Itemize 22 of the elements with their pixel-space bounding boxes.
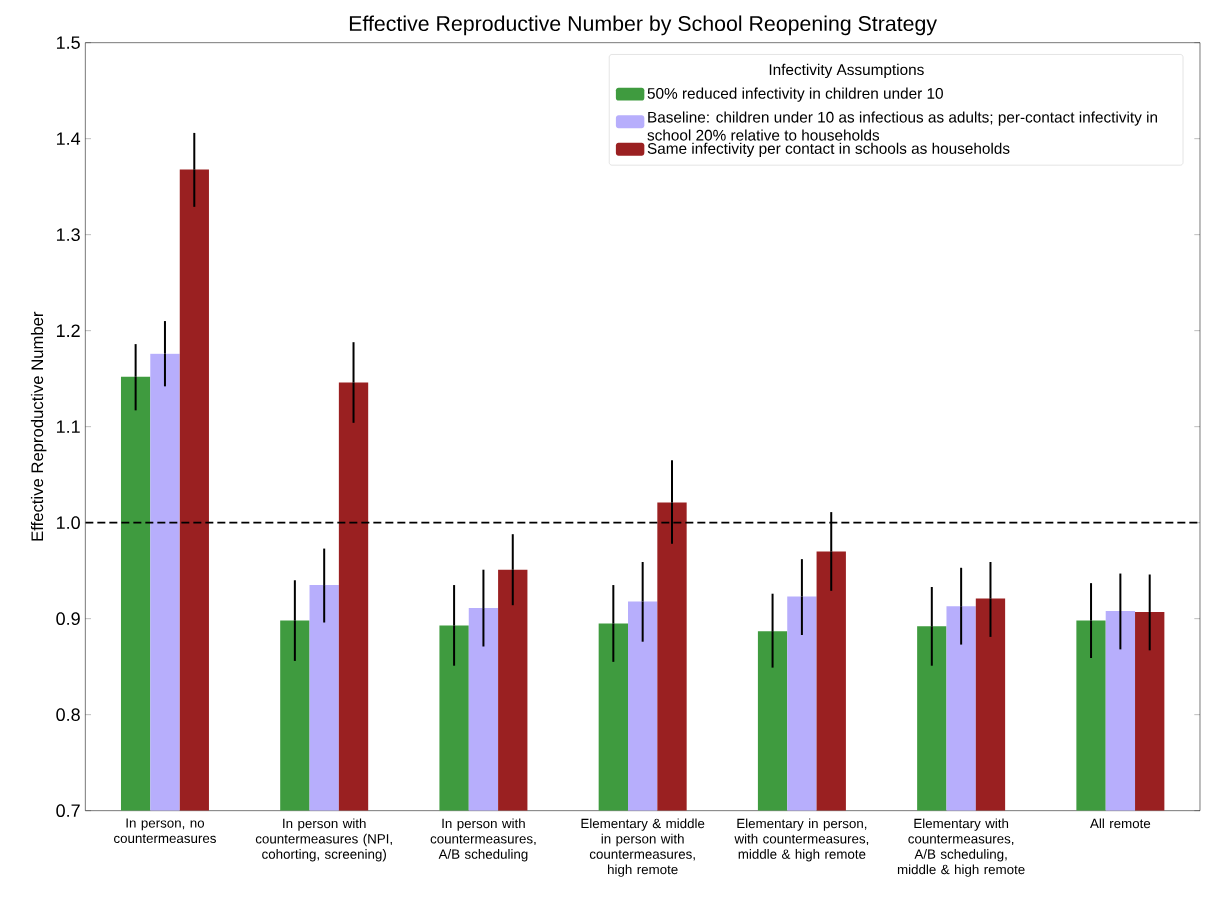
x-tick-label: Elementary in person, with countermeasures, middle & high remote <box>734 818 869 862</box>
y-tick-label: 1.3 <box>56 228 80 242</box>
y-tick-label: 1.5 <box>56 36 80 50</box>
x-tick-label: Elementary & middle in person with countermeasures, high remote <box>581 818 705 877</box>
y-tick-label: 0.9 <box>56 612 80 626</box>
y-tick-label: 0.8 <box>56 708 80 722</box>
x-tick-label: All remote <box>1090 818 1151 829</box>
y-axis-title: Effective Reproductive Number <box>30 311 47 541</box>
legend-label: Same infectivity per contact in schools as households <box>647 142 1010 158</box>
x-tick-label: Elementary with countermeasures, A/B scheduling, middle & high remote <box>897 818 1025 877</box>
x-tick-label: In person with countermeasures (NPI, cohorting, screening) <box>255 818 392 862</box>
x-tick-label: In person, no countermeasures <box>114 818 216 844</box>
legend-title: Infectivity Assumptions <box>769 63 924 79</box>
legend-label: 50% reduced infectivity in children under 10 <box>647 87 943 103</box>
y-tick-label: 1.2 <box>56 324 80 338</box>
legend-label: Baseline: children under 10 as infectious as adults; per-contact infectivity in school 20% relative to households <box>647 111 1158 141</box>
y-tick-label: 1.1 <box>56 420 80 434</box>
chart-title: Effective Reproductive Number by School Reopening Strategy <box>349 15 937 36</box>
y-tick-label: 1.4 <box>56 132 81 146</box>
x-tick-label: In person with countermeasures, A/B scheduling <box>430 818 536 862</box>
y-tick-label: 1.0 <box>56 516 80 530</box>
y-tick-label: 0.7 <box>56 804 80 818</box>
